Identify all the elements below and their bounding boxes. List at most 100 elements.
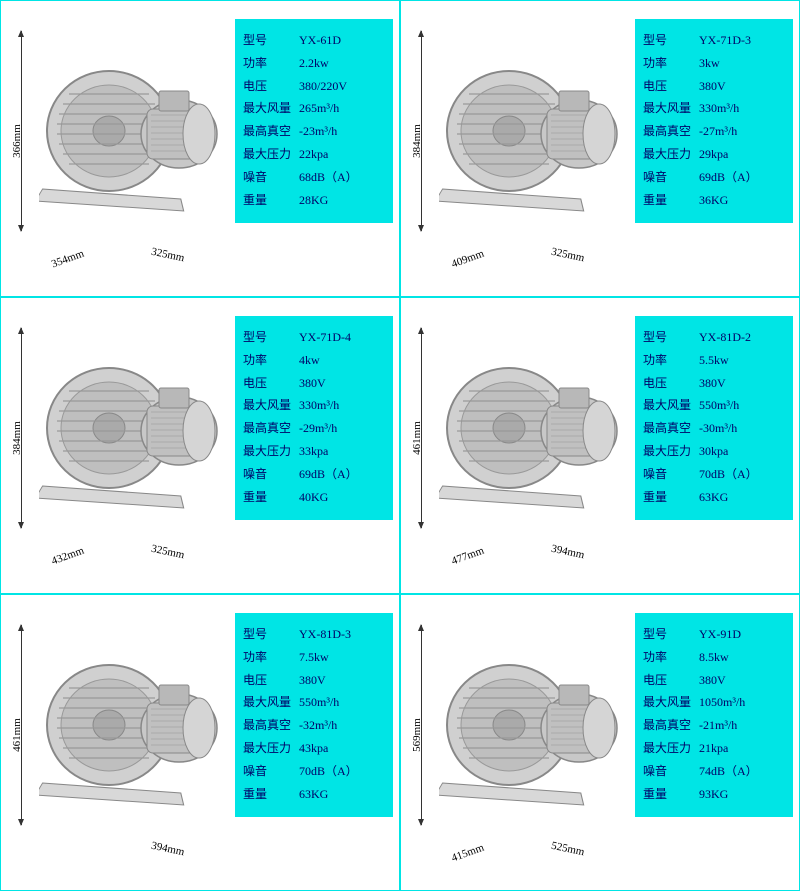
spec-row-noise: 噪音69dB（A） — [243, 463, 385, 486]
spec-value: YX-81D-3 — [299, 623, 385, 646]
spec-value: 21kpa — [699, 737, 785, 760]
spec-row-model: 型号YX-81D-2 — [643, 326, 785, 349]
spec-row-model: 型号YX-71D-4 — [243, 326, 385, 349]
spec-label: 型号 — [243, 326, 299, 349]
product-diagram: 384mm 409mm 325mm — [411, 11, 631, 271]
spec-row-noise: 噪音69dB（A） — [643, 166, 785, 189]
dimension-width: 394mm — [550, 543, 585, 562]
spec-row-weight: 重量93KG — [643, 783, 785, 806]
spec-value: 8.5kw — [699, 646, 785, 669]
dimension-depth: 477mm — [450, 545, 486, 568]
spec-label: 最高真空 — [243, 417, 299, 440]
spec-row-voltage: 电压380V — [243, 669, 385, 692]
spec-label: 功率 — [643, 646, 699, 669]
spec-value: 63KG — [699, 486, 785, 509]
spec-row-pressure: 最大压力30kpa — [643, 440, 785, 463]
spec-row-weight: 重量28KG — [243, 189, 385, 212]
spec-row-model: 型号YX-71D-3 — [643, 29, 785, 52]
spec-label: 最大风量 — [243, 97, 299, 120]
spec-label: 最高真空 — [643, 417, 699, 440]
spec-row-power: 功率5.5kw — [643, 349, 785, 372]
spec-value: 330m³/h — [699, 97, 785, 120]
spec-row-pressure: 最大压力33kpa — [243, 440, 385, 463]
dimension-depth: 354mm — [50, 248, 86, 271]
spec-row-airflow: 最大风量330m³/h — [243, 394, 385, 417]
spec-label: 电压 — [643, 669, 699, 692]
spec-label: 功率 — [243, 646, 299, 669]
spec-label: 最大压力 — [243, 143, 299, 166]
blower-image — [439, 39, 629, 229]
dimension-height: 384mm — [11, 421, 23, 455]
spec-row-power: 功率7.5kw — [243, 646, 385, 669]
spec-label: 电压 — [243, 372, 299, 395]
spec-row-vacuum: 最高真空-27m³/h — [643, 120, 785, 143]
spec-label: 最大风量 — [243, 691, 299, 714]
spec-row-vacuum: 最高真空-32m³/h — [243, 714, 385, 737]
spec-row-noise: 噪音70dB（A） — [643, 463, 785, 486]
spec-row-pressure: 最大压力29kpa — [643, 143, 785, 166]
spec-panel: 型号YX-71D-3 功率3kw 电压380V 最大风量330m³/h 最高真空… — [635, 19, 793, 223]
product-cell: 569mm 415mm 525mm 型号YX-91D 功率8.5kw 电压380… — [400, 594, 800, 891]
spec-label: 最大风量 — [643, 394, 699, 417]
spec-value: 36KG — [699, 189, 785, 212]
spec-label: 功率 — [243, 349, 299, 372]
spec-value: 380V — [699, 669, 785, 692]
dimension-height: 461mm — [411, 421, 423, 455]
spec-value: 380V — [299, 669, 385, 692]
spec-row-pressure: 最大压力21kpa — [643, 737, 785, 760]
blower-image — [439, 336, 629, 526]
spec-label: 最大压力 — [243, 737, 299, 760]
spec-row-vacuum: 最高真空-30m³/h — [643, 417, 785, 440]
spec-row-airflow: 最大风量265m³/h — [243, 97, 385, 120]
spec-row-weight: 重量40KG — [243, 486, 385, 509]
spec-row-noise: 噪音70dB（A） — [243, 760, 385, 783]
spec-row-model: 型号YX-81D-3 — [243, 623, 385, 646]
spec-row-weight: 重量63KG — [243, 783, 385, 806]
dimension-depth: 432mm — [50, 545, 86, 568]
spec-value: 63KG — [299, 783, 385, 806]
spec-panel: 型号YX-61D 功率2.2kw 电压380/220V 最大风量265m³/h … — [235, 19, 393, 223]
spec-row-weight: 重量63KG — [643, 486, 785, 509]
spec-row-power: 功率8.5kw — [643, 646, 785, 669]
spec-label: 重量 — [243, 783, 299, 806]
spec-value: 74dB（A） — [699, 760, 785, 783]
spec-label: 重量 — [243, 486, 299, 509]
spec-row-noise: 噪音68dB（A） — [243, 166, 385, 189]
spec-value: -21m³/h — [699, 714, 785, 737]
spec-value: 70dB（A） — [299, 760, 385, 783]
spec-value: YX-61D — [299, 29, 385, 52]
spec-value: 93KG — [699, 783, 785, 806]
spec-label: 电压 — [243, 75, 299, 98]
spec-label: 最大风量 — [643, 97, 699, 120]
product-diagram: 384mm 432mm 325mm — [11, 308, 231, 568]
spec-label: 最大风量 — [643, 691, 699, 714]
spec-value: 68dB（A） — [299, 166, 385, 189]
spec-row-airflow: 最大风量550m³/h — [643, 394, 785, 417]
spec-value: 380/220V — [299, 75, 385, 98]
spec-row-power: 功率3kw — [643, 52, 785, 75]
spec-value: -32m³/h — [299, 714, 385, 737]
spec-value: 380V — [699, 372, 785, 395]
spec-value: -30m³/h — [699, 417, 785, 440]
spec-value: 7.5kw — [299, 646, 385, 669]
spec-value: 33kpa — [299, 440, 385, 463]
spec-value: 5.5kw — [699, 349, 785, 372]
spec-row-voltage: 电压380V — [643, 669, 785, 692]
product-cell: 461mm 394mm 型号YX-81D-3 功率7.5kw 电压380V 最大… — [0, 594, 400, 891]
spec-label: 型号 — [243, 29, 299, 52]
spec-label: 型号 — [643, 623, 699, 646]
spec-label: 噪音 — [643, 760, 699, 783]
spec-label: 功率 — [243, 52, 299, 75]
spec-value: 3kw — [699, 52, 785, 75]
spec-label: 型号 — [243, 623, 299, 646]
blower-image — [39, 633, 229, 823]
spec-label: 重量 — [643, 783, 699, 806]
spec-row-airflow: 最大风量550m³/h — [243, 691, 385, 714]
dimension-height: 366mm — [11, 124, 23, 158]
spec-value: -27m³/h — [699, 120, 785, 143]
spec-label: 最高真空 — [243, 714, 299, 737]
product-diagram: 366mm 354mm 325mm — [11, 11, 231, 271]
spec-value: YX-71D-4 — [299, 326, 385, 349]
blower-image — [439, 633, 629, 823]
spec-row-voltage: 电压380V — [643, 372, 785, 395]
